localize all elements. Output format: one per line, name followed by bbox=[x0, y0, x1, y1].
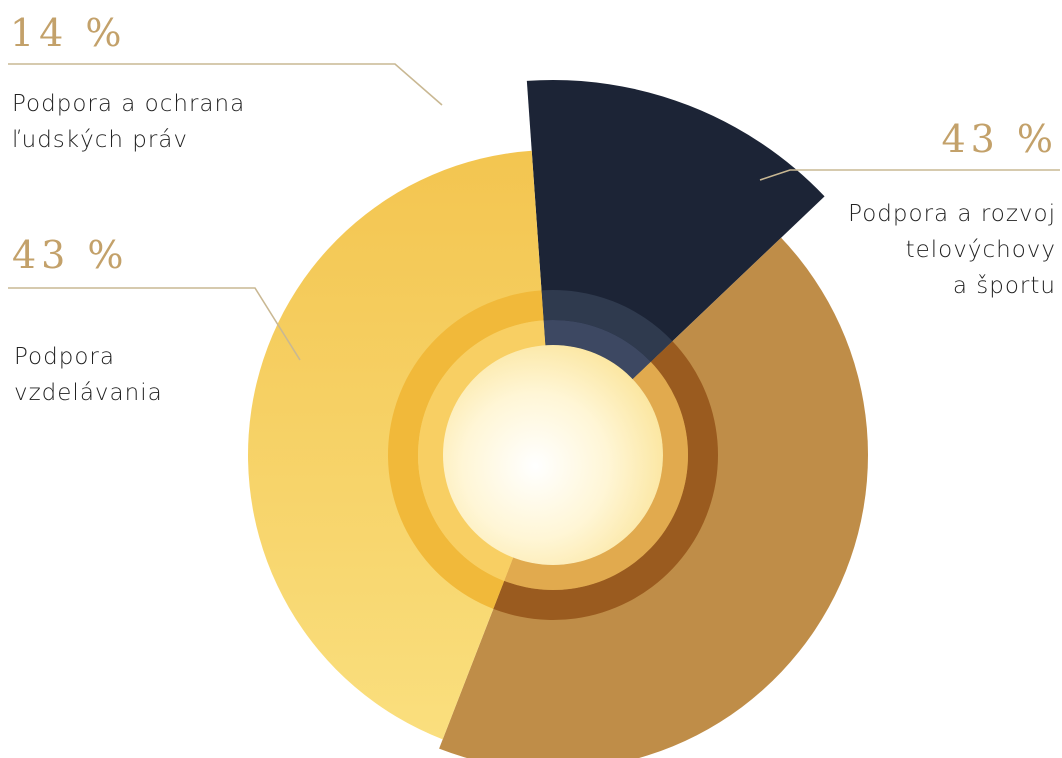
slice-3-label: Podpora vzdelávania bbox=[14, 339, 163, 411]
ring-inner-segment-1 bbox=[543, 320, 651, 380]
ring-inner-segment-2 bbox=[504, 361, 688, 590]
slice-1-label: Podpora a ochrana ľudských práv bbox=[12, 86, 245, 158]
slice-2-label-line-2: telovýchovy bbox=[905, 237, 1056, 263]
slice-1-label-line-1: Podpora a ochrana bbox=[12, 91, 246, 117]
ring-outer-segment-3 bbox=[387, 290, 544, 609]
slice-3-percentage: 43 % bbox=[12, 233, 129, 277]
leader-line-3 bbox=[8, 287, 301, 361]
slice-2-label-line-3: a športu bbox=[952, 273, 1056, 299]
leader-line-2 bbox=[759, 169, 1060, 181]
slice-2-percentage: 43 % bbox=[941, 117, 1058, 161]
slice-3-label-line-1: Podpora bbox=[14, 344, 115, 370]
ring-outer-segment-2 bbox=[493, 341, 718, 620]
leader-lines bbox=[8, 63, 1060, 361]
ring-inner-segment-3 bbox=[418, 320, 546, 581]
slice-1-percentage: 14 % bbox=[10, 11, 127, 55]
slice-2-label: Podpora a rozvoj telovýchovy a športu bbox=[848, 196, 1056, 304]
leader-line-1 bbox=[8, 63, 443, 106]
center-core bbox=[443, 345, 663, 565]
slice-3-label-line-2: vzdelávania bbox=[14, 380, 163, 406]
center-rings bbox=[387, 289, 718, 620]
slice-1-label-line-2: ľudských práv bbox=[12, 127, 189, 153]
ring-outer-segment-1 bbox=[541, 289, 673, 362]
slice-2-label-line-1: Podpora a rozvoj bbox=[848, 201, 1056, 227]
